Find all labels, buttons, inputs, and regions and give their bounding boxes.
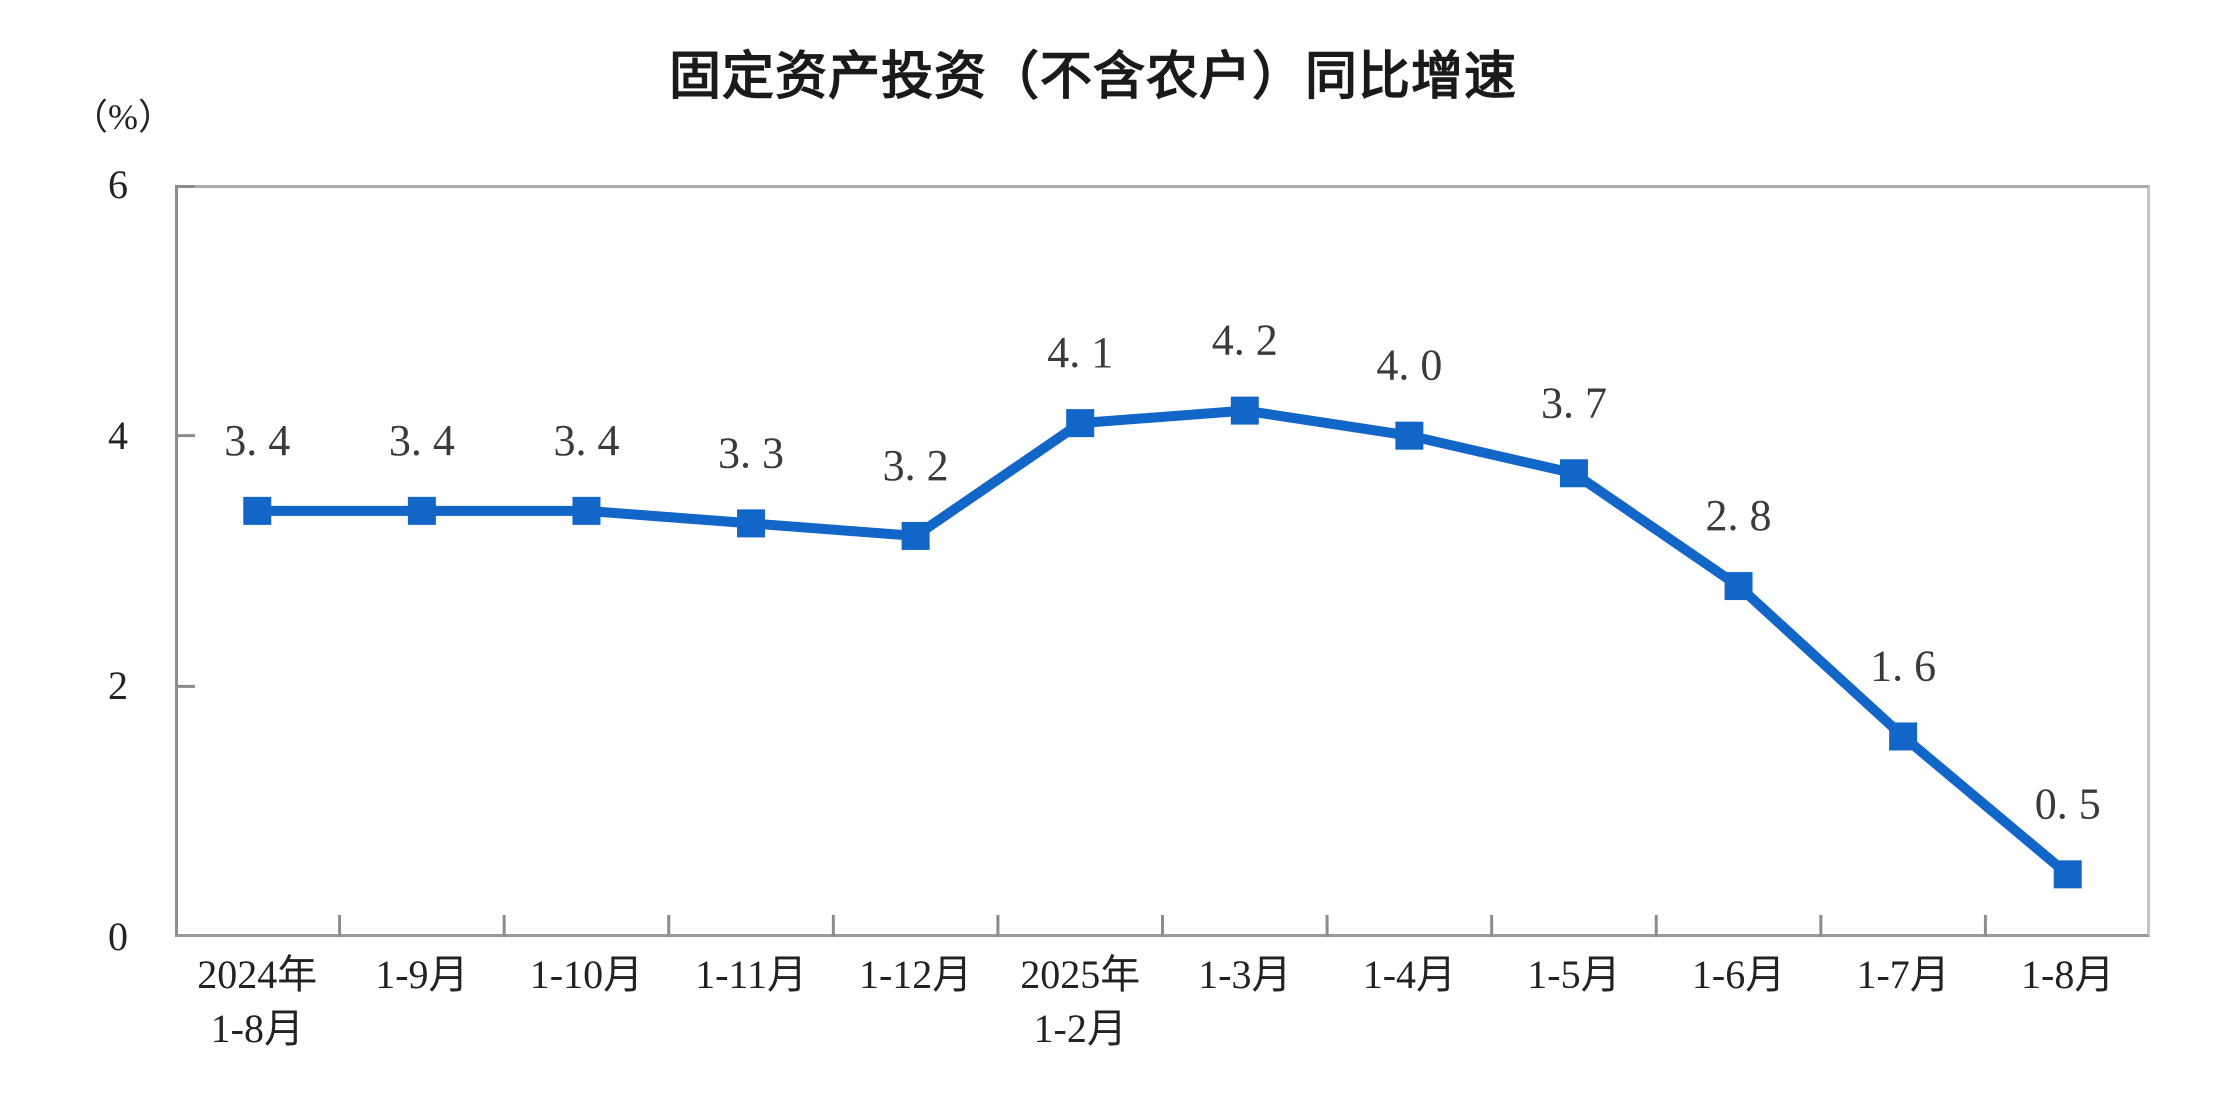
data-point-marker — [407, 496, 436, 525]
x-axis-tick-label-line: 1-11月 — [695, 952, 807, 997]
plot-area — [175, 185, 2150, 937]
data-point-label: 3. 3 — [718, 428, 784, 477]
data-point-label: 3. 4 — [389, 416, 455, 465]
x-axis-tick-label-line: 1-3月 — [1198, 952, 1292, 997]
data-point-marker — [1724, 572, 1753, 601]
data-point-label: 0. 5 — [2035, 779, 2101, 828]
x-axis-tick-label-line: 1-6月 — [1691, 952, 1786, 997]
data-point-marker — [1230, 396, 1259, 425]
x-axis-tick-label-line: 1-4月 — [1362, 952, 1457, 997]
x-axis-tick-label: 1-6月 — [1656, 948, 1821, 1002]
data-point-label: 2. 8 — [1706, 491, 1772, 540]
series-line — [252, 405, 2073, 880]
y-axis-tick-label: 2 — [108, 663, 128, 709]
data-point-label: 3. 2 — [883, 441, 949, 490]
x-axis-tick-label-line: 1-12月 — [858, 952, 973, 997]
x-axis-tick-label-line: 1-8月 — [210, 1006, 304, 1051]
x-axis-tick-label: 1-11月 — [669, 948, 834, 1002]
x-axis-tick-label-line: 1-10月 — [529, 952, 644, 997]
y-axis-unit-label: （%） — [72, 97, 174, 137]
x-axis-tick-label-line: 2025年 — [1020, 952, 1141, 997]
x-axis-tick-label-line: 1-5月 — [1527, 952, 1621, 997]
data-point-marker — [901, 521, 930, 550]
x-axis-tick-label: 1-12月 — [833, 948, 998, 1002]
data-point-marker — [572, 496, 601, 525]
data-point-label: 1. 6 — [1870, 641, 1936, 690]
chart-title: 固定资产投资（不含农户）同比增速 — [668, 48, 1517, 106]
y-axis-tick-label: 4 — [108, 412, 128, 458]
data-point-marker — [1559, 459, 1588, 488]
x-axis-tick-label-line: 1-9月 — [375, 952, 469, 997]
x-axis-tick-label: 1-7月 — [1821, 948, 1986, 1002]
y-axis-tick-label: 6 — [108, 162, 128, 207]
x-axis-tick-label: 2024年 1-8月 — [175, 948, 340, 1056]
x-axis-tick-label: 1-4月 — [1327, 948, 1492, 1002]
x-axis-tick-label-line: 1-2月 — [1033, 1006, 1127, 1051]
data-point-marker — [1395, 421, 1424, 450]
data-point-marker — [2053, 860, 2082, 889]
data-point-marker — [243, 496, 272, 525]
data-point-label: 4. 2 — [1212, 316, 1278, 365]
data-point-label: 4. 1 — [1047, 328, 1113, 377]
data-point-marker — [737, 509, 766, 538]
x-axis-tick-label: 1-8月 — [1985, 948, 2150, 1002]
data-point-label: 3. 4 — [224, 416, 290, 465]
x-axis-tick-label: 1-10月 — [504, 948, 669, 1002]
data-point-label: 3. 4 — [553, 416, 619, 465]
data-point-label: 3. 7 — [1541, 378, 1607, 427]
x-axis-tick-label-line: 1-8月 — [2021, 952, 2115, 997]
data-point-marker — [1889, 722, 1918, 751]
x-axis-tick-label: 1-5月 — [1492, 948, 1657, 1002]
x-axis-tick-label: 2025年 1-2月 — [998, 948, 1163, 1056]
y-axis-tick-label: 0 — [108, 914, 128, 959]
x-axis-tick-label-line: 2024年 — [197, 952, 318, 997]
x-axis-tick-label-line: 1-7月 — [1856, 952, 1950, 997]
data-point-marker — [1066, 409, 1095, 438]
data-point-label: 4. 0 — [1376, 341, 1442, 390]
line-chart-svg: 3. 4 3. 4 3. 4 3. 3 3. 2 4. 1 4. 2 4. 0 3. 7 2. 8… — [175, 185, 2101, 937]
x-axis-tick-label: 1-9月 — [340, 948, 505, 1002]
x-axis-tick-label: 1-3月 — [1163, 948, 1328, 1002]
